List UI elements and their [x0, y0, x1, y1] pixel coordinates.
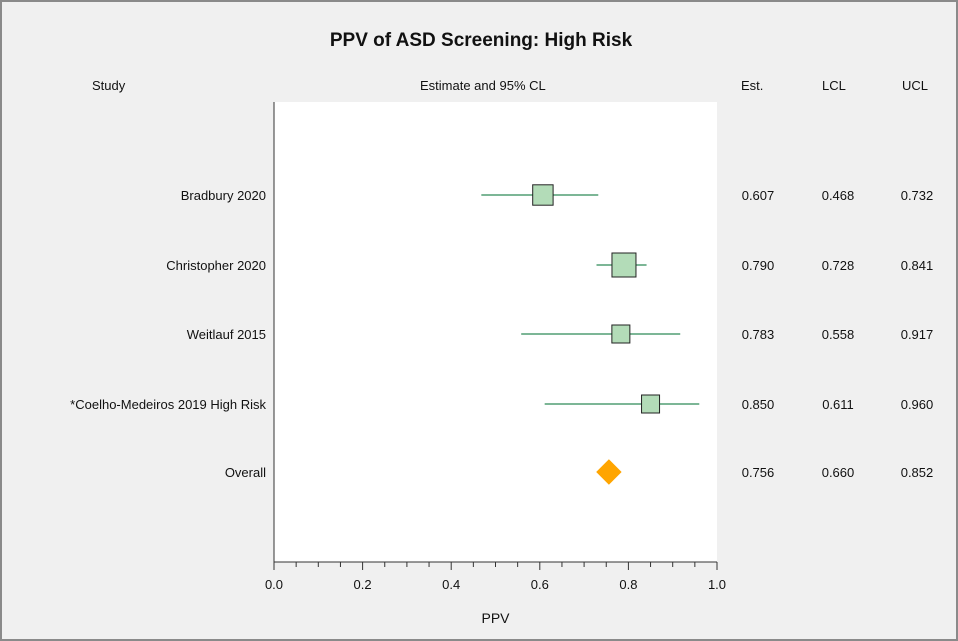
header-lcl: LCL: [822, 78, 846, 93]
estimate-square: [611, 324, 631, 344]
est-value: 0.756: [742, 465, 775, 480]
lcl-value: 0.558: [822, 327, 855, 342]
header-study: Study: [92, 78, 126, 93]
study-label: Bradbury 2020: [181, 188, 266, 203]
est-value: 0.850: [742, 397, 775, 412]
est-value: 0.607: [742, 188, 775, 203]
lcl-value: 0.728: [822, 258, 855, 273]
ucl-value: 0.732: [901, 188, 934, 203]
header-estimate: Estimate and 95% CL: [420, 78, 546, 93]
x-tick-label: 0.4: [442, 577, 460, 592]
x-axis-title: PPV: [481, 610, 510, 626]
lcl-value: 0.468: [822, 188, 855, 203]
chart-title: PPV of ASD Screening: High Risk: [329, 30, 633, 51]
study-label: Christopher 2020: [166, 258, 266, 273]
header-ucl: UCL: [902, 78, 929, 93]
x-tick-label: 1.0: [708, 577, 726, 592]
overall-diamond: [596, 459, 622, 485]
study-label: Weitlauf 2015: [187, 327, 266, 342]
ucl-value: 0.852: [901, 465, 934, 480]
x-tick-label: 0.2: [354, 577, 372, 592]
x-tick-label: 0.8: [619, 577, 637, 592]
estimate-square: [611, 252, 637, 278]
estimate-square: [532, 184, 554, 206]
est-value: 0.790: [742, 258, 775, 273]
ucl-value: 0.917: [901, 327, 934, 342]
header-est: Est.: [741, 78, 764, 93]
lcl-value: 0.611: [822, 397, 854, 412]
ucl-value: 0.960: [901, 397, 934, 412]
study-label: *Coelho-Medeiros 2019 High Risk: [70, 397, 266, 412]
est-value: 0.783: [742, 327, 775, 342]
x-tick-label: 0.0: [265, 577, 283, 592]
x-tick-label: 0.6: [531, 577, 549, 592]
ucl-value: 0.841: [901, 258, 934, 273]
study-label: Overall: [225, 465, 266, 480]
plot-panel: [274, 102, 717, 562]
lcl-value: 0.660: [822, 465, 855, 480]
estimate-square: [641, 394, 661, 414]
